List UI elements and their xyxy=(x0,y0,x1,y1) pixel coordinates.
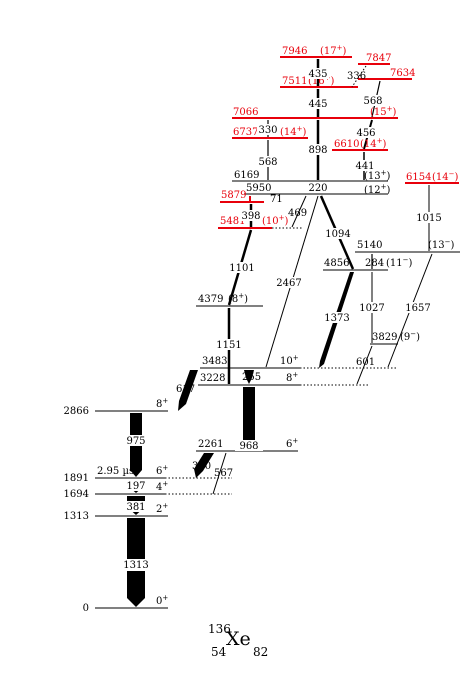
level-spin: (17+) xyxy=(320,44,347,57)
level-energy: 7946 xyxy=(282,46,307,57)
level-spin: (13−) xyxy=(428,238,455,251)
level-energy: 5950 xyxy=(246,183,271,194)
level-energy: 5140 xyxy=(357,240,382,251)
nucleus-proton-number: 54 xyxy=(211,645,227,659)
level-energy: 3228 xyxy=(200,373,225,384)
isomer-halflife: 2.95 µs xyxy=(97,466,134,477)
level-spin: 8+ xyxy=(286,371,298,384)
gamma-energy: 568 xyxy=(363,96,382,107)
level-spin: 0+ xyxy=(156,594,168,607)
level-spin: (14+) xyxy=(280,125,307,138)
gamma-energy: 398 xyxy=(241,211,260,222)
nucleus-element-symbol: Xe xyxy=(226,628,251,650)
level-energy: 1694 xyxy=(64,489,89,500)
level-energy: 7066 xyxy=(233,107,258,118)
level-energy: 1891 xyxy=(64,473,89,484)
level-energy: 7634 xyxy=(390,68,415,79)
level-energy: 6154 xyxy=(406,172,431,183)
level-spin: (13+) xyxy=(364,169,391,182)
gamma-energy: 469 xyxy=(288,208,307,219)
level-spin: 6+ xyxy=(286,437,298,450)
gamma-energy: 2467 xyxy=(276,278,301,289)
level-energy-labels: 0 1313 1694 1891 2261 2866 3228 3483 382… xyxy=(64,46,432,614)
level-energy: 1313 xyxy=(64,511,89,522)
level-energy: 6169 xyxy=(234,170,259,181)
level-energy: 2866 xyxy=(64,406,89,417)
gamma-energy: 336 xyxy=(347,71,366,82)
level-spin-labels: 0+ 2+ 4+ 6+ 2.95 µs 6+ 8+ 8+ 10+ (9−) (8… xyxy=(97,44,459,607)
gamma-energy: 1313 xyxy=(123,560,148,571)
gamma-energy: 968 xyxy=(239,441,258,452)
gamma-energy: 71 xyxy=(270,194,283,205)
level-spin: (9−) xyxy=(400,330,420,343)
level-energy: 3483 xyxy=(202,356,227,367)
level-energy: 5481 xyxy=(220,216,245,227)
gamma-energy: 1015 xyxy=(416,213,441,224)
nucleus-mass-number: 136 xyxy=(208,622,231,636)
gamma-968-arrow xyxy=(243,387,255,450)
nucleus-label: 136 Xe 54 82 xyxy=(208,622,268,659)
gamma-energy: 617 xyxy=(176,384,195,395)
gamma-energy: 1373 xyxy=(324,313,349,324)
gamma-energy: 441 xyxy=(355,161,374,172)
level-energy: 4856 xyxy=(324,258,349,269)
gamma-energy: 220 xyxy=(308,183,327,194)
level-spin: 4+ xyxy=(156,480,168,493)
level-spin: (12+) xyxy=(364,183,391,196)
gamma-energy: 1657 xyxy=(405,303,430,314)
gamma-370-arrow xyxy=(194,453,214,478)
gamma-336-arrow xyxy=(351,65,367,88)
gamma-energy: 197 xyxy=(126,481,145,492)
gamma-energy: 568 xyxy=(258,157,277,168)
level-energy: 7511 xyxy=(282,76,307,87)
gamma-601-arrow xyxy=(356,345,373,385)
level-spin: (14−) xyxy=(432,170,459,183)
level-energy: 7847 xyxy=(366,53,391,64)
gamma-energy: 1151 xyxy=(216,340,241,351)
level-spin: (8+) xyxy=(228,292,248,305)
gamma-energy: 255 xyxy=(242,372,261,383)
level-energy: 6610 xyxy=(334,139,359,150)
level-spin: 2+ xyxy=(156,502,168,515)
level-energy: 2261 xyxy=(198,439,223,450)
gamma-energy: 1027 xyxy=(359,303,384,314)
gamma-255-arrow xyxy=(244,370,254,384)
level-energy: 0 xyxy=(83,603,89,614)
nucleus-neutron-number: 82 xyxy=(253,645,268,659)
level-spin: 8+ xyxy=(156,397,168,410)
gamma-567-arrow xyxy=(212,452,227,495)
level-energy: 5879 xyxy=(221,190,246,201)
level-energy: 6737 xyxy=(233,127,258,138)
gamma-energy: 435 xyxy=(308,69,327,80)
gamma-energy: 330 xyxy=(258,125,277,136)
level-spin: (14+) xyxy=(360,137,387,150)
level-energy: 3829 xyxy=(372,332,397,343)
gamma-energy: 898 xyxy=(308,145,327,156)
gamma-energy: 445 xyxy=(308,99,327,110)
gamma-energy: 456 xyxy=(356,128,375,139)
gamma-energy: 381 xyxy=(126,502,145,513)
gamma-energy: 1094 xyxy=(325,229,350,240)
gamma-energy: 1101 xyxy=(229,263,254,274)
transition-energy-labels: 1313 381 197 975 370 567 968 617 255 115… xyxy=(120,68,443,571)
gamma-469-arrow xyxy=(291,195,307,228)
level-spin: (10+) xyxy=(262,214,289,227)
gamma-energy: 975 xyxy=(126,436,145,447)
gamma-energy: 370 xyxy=(192,461,211,472)
level-spin: 10+ xyxy=(280,354,299,367)
level-spin: (15+) xyxy=(370,105,397,118)
gamma-energy: 284 xyxy=(365,258,384,269)
level-spin: 6+ xyxy=(156,464,168,477)
gamma-energy: 567 xyxy=(214,468,233,479)
gamma-energy: 601 xyxy=(356,357,375,368)
gamma-617-arrow xyxy=(178,370,198,411)
level-energy: 4379 xyxy=(198,294,223,305)
level-spin: (11−) xyxy=(386,256,413,269)
